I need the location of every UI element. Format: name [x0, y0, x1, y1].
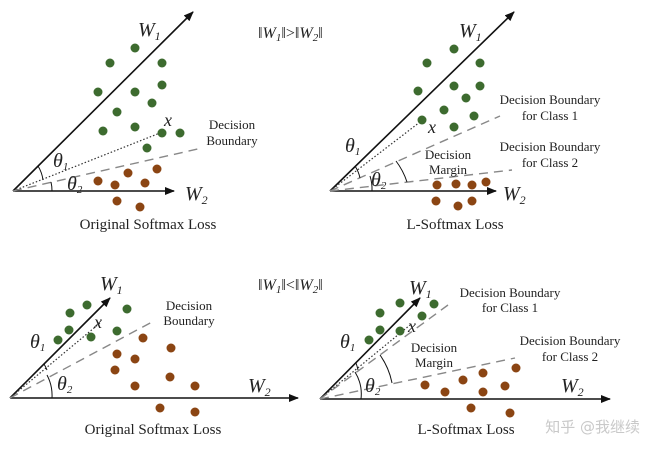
condition-bottom: ‖W1‖<‖W2‖: [258, 277, 323, 296]
decision-boundary-class1: [319, 304, 449, 400]
class2-points: [431, 177, 491, 211]
svg-text:Decision Boundary: Decision Boundary: [520, 333, 621, 348]
svg-text:for Class 1: for Class 1: [482, 300, 538, 315]
caption: L-Softmax Loss: [406, 217, 503, 233]
watermark: 知乎 @我继续: [545, 418, 640, 436]
svg-text:θ1: θ1: [53, 150, 68, 173]
class1-points: [413, 44, 485, 132]
svg-text:θ1: θ1: [345, 135, 360, 158]
w1-vector: [12, 11, 194, 192]
w1-vector: [329, 11, 515, 192]
decision-boundary-line: [12, 147, 203, 192]
svg-text:θ1: θ1: [30, 331, 45, 354]
condition-top: ‖W1‖>‖W2‖: [258, 25, 323, 44]
theta1-arc: [354, 165, 361, 179]
svg-text:Decision: Decision: [411, 340, 458, 355]
svg-text:for Class 2: for Class 2: [522, 155, 578, 170]
svg-text:W2: W2: [561, 375, 584, 399]
caption: Original Softmax Loss: [85, 422, 222, 438]
svg-text:W1: W1: [138, 19, 161, 43]
svg-text:Decision Boundary: Decision Boundary: [500, 139, 601, 154]
svg-text:x: x: [407, 316, 416, 336]
svg-text:‖W1‖<‖W2‖: ‖W1‖<‖W2‖: [258, 277, 323, 296]
svg-text:θ1: θ1: [340, 331, 355, 354]
svg-text:Decision: Decision: [425, 147, 472, 162]
caption: Original Softmax Loss: [80, 217, 217, 233]
svg-text:θ2: θ2: [67, 173, 83, 196]
svg-text:x: x: [163, 110, 172, 130]
theta2-arc: [46, 374, 53, 399]
panel-original-softmax-bottom: W1 W2 x θ1 θ2 Decision Boundary Original…: [9, 273, 299, 438]
svg-text:θ2: θ2: [371, 169, 387, 192]
svg-text:for Class 2: for Class 2: [542, 349, 598, 364]
x-vector: [9, 322, 101, 399]
w1-vector: [9, 297, 111, 399]
decision-boundary-line: [9, 321, 153, 399]
svg-text:Decision: Decision: [209, 117, 256, 132]
panel-original-softmax-top: W1 W2 x θ1 θ2 Decision Boundary Original…: [12, 11, 258, 233]
theta1-arc: [43, 363, 48, 371]
theta2-arc: [354, 371, 362, 400]
svg-text:W2: W2: [248, 375, 271, 399]
svg-text:‖W1‖>‖W2‖: ‖W1‖>‖W2‖: [258, 25, 323, 44]
class1-points: [364, 298, 439, 345]
svg-text:θ2: θ2: [57, 373, 73, 396]
svg-text:Boundary: Boundary: [206, 133, 258, 148]
decision-boundary-class1: [329, 115, 501, 192]
caption: L-Softmax Loss: [417, 422, 514, 438]
class1-points: [93, 43, 185, 153]
svg-text:W2: W2: [503, 183, 526, 207]
svg-text:W1: W1: [409, 277, 432, 301]
panel-l-softmax-bottom: W1 W2 x θ1 θ2 Decision Boundary for Clas…: [319, 277, 621, 438]
svg-text:θ2: θ2: [365, 375, 381, 398]
theta2-arc: [50, 181, 53, 192]
theta2-arc: [369, 175, 373, 192]
margin-arc: [395, 160, 408, 183]
svg-text:Decision Boundary: Decision Boundary: [500, 92, 601, 107]
x-vector: [329, 121, 421, 192]
svg-text:Margin: Margin: [429, 162, 468, 177]
class2-points: [110, 333, 200, 417]
svg-text:Decision Boundary: Decision Boundary: [460, 285, 561, 300]
class2-points: [420, 363, 521, 418]
svg-text:Boundary: Boundary: [163, 313, 215, 328]
theta1-arc: [355, 362, 359, 371]
svg-text:W1: W1: [459, 20, 482, 44]
svg-text:for Class 1: for Class 1: [522, 108, 578, 123]
decision-boundary-class2: [329, 169, 513, 192]
svg-text:W2: W2: [185, 183, 208, 207]
svg-text:x: x: [93, 312, 102, 332]
theta1-arc: [37, 165, 44, 181]
w1-vector: [319, 297, 421, 400]
svg-text:Decision: Decision: [166, 298, 213, 313]
svg-text:W1: W1: [100, 273, 123, 297]
decision-boundary-class2: [319, 357, 516, 400]
class2-points: [93, 164, 162, 212]
class1-points: [53, 300, 132, 345]
panel-l-softmax-top: W1 W2 x θ1 θ2 Decision Boundary for Clas…: [329, 11, 601, 233]
svg-text:x: x: [427, 117, 436, 137]
svg-text:Margin: Margin: [415, 355, 454, 370]
margin-arc: [379, 354, 393, 384]
